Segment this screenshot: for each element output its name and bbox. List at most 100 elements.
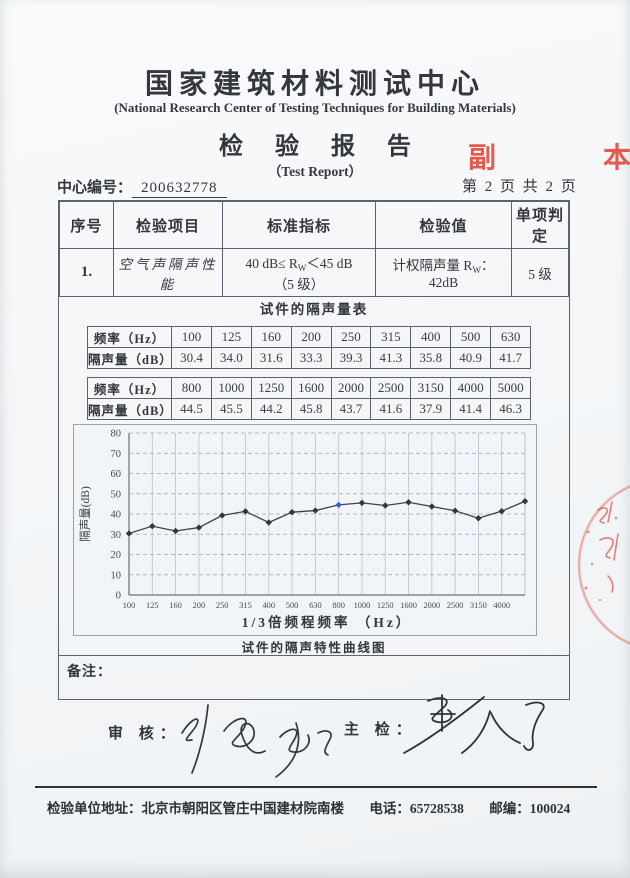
insulation-value-cell: 30.4: [171, 347, 212, 369]
insulation-table-1: 频率（Hz） 100 125 160 200 250 315 400 500 630 隔声量（dB）…: [87, 326, 532, 369]
insulation-value-cell: 41.4: [450, 398, 492, 420]
insulation-curve-chart-box: 0 10 20 30 40 50 60 70 80 隔声量(dB) 100 125 160 200 250 3…: [73, 424, 537, 636]
result-summary-table: 序号 检验项目 标准指标 检验值 单项判定 1. 空气声隔声性能 40 dB≤ …: [59, 201, 569, 297]
svg-text:500: 500: [286, 601, 299, 610]
standard-subscript: W: [297, 263, 307, 273]
insulation-value-cell: 41.3: [370, 347, 412, 369]
header-seq: 序号: [59, 201, 114, 249]
svg-text:1000: 1000: [354, 601, 371, 610]
svg-text:40: 40: [111, 510, 122, 521]
insulation-value-cell: 46.3: [490, 398, 532, 420]
header-value: 检验值: [375, 201, 512, 249]
data-point-marker: [382, 502, 389, 509]
value-text2: ： 42dB: [428, 258, 495, 290]
cell-seq: 1.: [59, 248, 114, 297]
insulation-value-cell: 44.2: [250, 398, 292, 420]
cell-value: 计权隔声量 RW： 42dB: [375, 248, 512, 297]
data-point-marker: [428, 503, 436, 510]
report-body-table: 序号 检验项目 标准指标 检验值 单项判定 1. 空气声隔声性能 40 dB≤ …: [58, 200, 570, 700]
copy-stamp-red: 副 本: [468, 143, 630, 174]
reviewer-label: 审 核：: [108, 726, 181, 742]
svg-text:60: 60: [111, 469, 122, 480]
org-title-cn: 国家建筑材料测试中心: [144, 69, 485, 100]
frequency-cell: 3150: [410, 377, 452, 399]
value-text: 计权隔声量 R: [392, 258, 473, 273]
insulation-table-caption: 试件的隔声量表: [259, 302, 369, 317]
footer-divider: [35, 786, 597, 788]
frequency-cell: 4000: [450, 377, 492, 399]
svg-text:200: 200: [193, 601, 206, 610]
data-point-marker: [335, 501, 342, 509]
data-point-marker: [358, 499, 366, 507]
insulation-value-cell: 34.0: [210, 347, 252, 369]
data-point-marker: [312, 507, 319, 514]
header-verdict: 单项判定: [511, 201, 569, 249]
data-point-marker: [218, 512, 226, 519]
insulation-value-row: 隔声量（dB） 30.4 34.0 31.6 33.3 39.3 41.3 35.8 40.9 4…: [87, 347, 532, 369]
frequency-row-label: 频率（Hz）: [87, 377, 172, 399]
org-title-en: (National Research Center of Testing Tec…: [114, 100, 516, 115]
x-axis-title: 1/3倍频程频率 （Hz）: [242, 614, 413, 630]
frequency-row-label: 频率（Hz）: [87, 326, 172, 348]
svg-text:250: 250: [216, 601, 229, 610]
insulation-value-cell: 37.9: [410, 398, 452, 420]
svg-text:125: 125: [146, 601, 159, 610]
data-point-marker: [521, 498, 529, 505]
data-point-marker: [195, 524, 203, 531]
svg-text:4000: 4000: [493, 601, 510, 610]
y-axis-tick-labels: 0 10 20 30 40 50 60 70 80: [111, 429, 122, 602]
svg-text:50: 50: [111, 489, 122, 500]
svg-text:160: 160: [169, 601, 182, 610]
insulation-value-cell: 33.3: [290, 347, 332, 369]
insulation-value-cell: 41.7: [490, 347, 532, 369]
data-point-marker: [405, 499, 412, 506]
frequency-cell: 2500: [370, 377, 412, 399]
insulation-curve-chart: 0 10 20 30 40 50 60 70 80 隔声量(dB) 100 125 160 200 250 3…: [78, 429, 529, 630]
frequency-cell: 100: [171, 326, 212, 348]
footer-address: 北京市朝阳区管庄中国建材院南楼: [141, 801, 345, 816]
insulation-value-row-label: 隔声量（dB）: [87, 398, 172, 420]
insulation-value-row-label: 隔声量（dB）: [87, 347, 172, 369]
x-axis-tick-labels: 100 125 160 200 250 315 400 500 630 800 1000 1250 16…: [123, 601, 510, 610]
insulation-value-cell: 31.6: [250, 347, 292, 369]
remarks-label: 备注：: [67, 665, 112, 680]
insulation-value-row: 隔声量（dB） 44.5 45.5 44.2 45.8 43.7 41.6 37.9 41.4 4…: [87, 398, 532, 420]
svg-text:630: 630: [309, 601, 322, 610]
svg-text:1600: 1600: [400, 601, 417, 610]
svg-text:30: 30: [111, 530, 122, 541]
footer-phone: 65728538: [409, 801, 464, 816]
frequency-cell: 250: [330, 326, 372, 348]
svg-text:100: 100: [123, 601, 136, 610]
frequency-cell: 1250: [250, 377, 292, 399]
standard-line2: （5 级）: [273, 277, 325, 292]
insulation-value-cell: 40.9: [450, 347, 492, 369]
svg-text:10: 10: [111, 570, 122, 581]
data-point-marker: [265, 519, 272, 526]
insulation-value-cell: 41.6: [370, 398, 412, 420]
frequency-row: 频率（Hz） 800 1000 1250 1600 2000 2500 3150 4000 500…: [87, 377, 532, 399]
svg-text:3150: 3150: [470, 601, 487, 610]
svg-text:1250: 1250: [377, 601, 394, 610]
svg-text:2500: 2500: [447, 601, 464, 610]
frequency-cell: 160: [250, 326, 292, 348]
chief-inspector-label: 主 检：: [344, 722, 417, 738]
cell-standard: 40 dB≤ RW＜45 dB （5 级）: [222, 248, 376, 297]
footer-address-label: 检验单位地址：: [47, 801, 142, 816]
footer-zip: 100024: [529, 801, 571, 816]
svg-text:70: 70: [111, 449, 122, 460]
frequency-cell: 200: [290, 326, 332, 348]
header-standard: 标准指标: [222, 201, 376, 249]
insulation-series-line: [128, 500, 526, 535]
value-subscript: W: [472, 265, 481, 275]
center-number: 中心编号： 200632778: [57, 176, 227, 198]
insulation-value-cell: 39.3: [330, 347, 372, 369]
remarks-row: 备注：: [59, 655, 569, 699]
standard-text: 40 dB≤ R: [245, 256, 298, 271]
frequency-cell: 315: [370, 326, 412, 348]
chart-caption: 试件的隔声特性曲线图: [241, 641, 387, 655]
insulation-value-cell: 43.7: [330, 398, 372, 420]
data-point-marker: [451, 507, 459, 514]
frequency-cell: 1600: [290, 377, 332, 399]
cell-item: 空气声隔声性能: [113, 248, 223, 297]
